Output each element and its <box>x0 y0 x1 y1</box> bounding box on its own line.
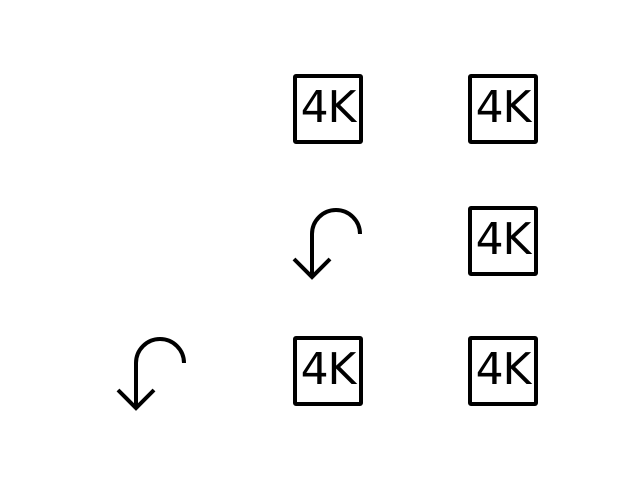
4k-icon: 4K <box>293 74 363 144</box>
4k-icon: 4K <box>468 74 538 144</box>
undo-arrow-icon <box>111 327 201 417</box>
4k-label: 4K <box>300 82 357 134</box>
4k-label: 4K <box>475 214 532 266</box>
4k-icon: 4K <box>468 206 538 276</box>
4k-icon: 4K <box>468 336 538 406</box>
4k-label: 4K <box>475 344 532 396</box>
4k-icon: 4K <box>293 336 363 406</box>
4k-label: 4K <box>475 82 532 134</box>
4k-label: 4K <box>300 344 357 396</box>
undo-arrow-icon <box>287 198 377 288</box>
